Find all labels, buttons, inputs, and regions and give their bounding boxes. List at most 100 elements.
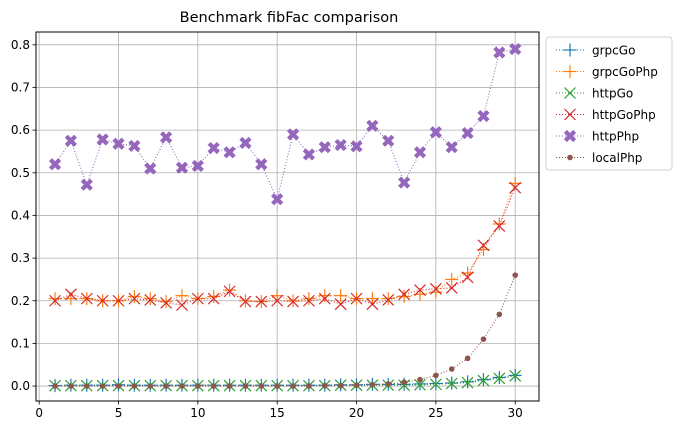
marker-stroke	[160, 131, 173, 144]
data-point	[207, 141, 220, 155]
x-tick-label: 25	[428, 406, 443, 420]
legend-label: localPhp	[592, 151, 642, 165]
y-tick-label: 0.3	[11, 251, 30, 265]
marker-stroke	[429, 282, 442, 295]
series-httpGoPhp	[49, 181, 522, 311]
data-point	[49, 294, 61, 307]
legend-label: httpGoPhp	[592, 108, 656, 122]
marker-dot	[321, 382, 328, 389]
marker-stroke	[382, 134, 395, 147]
data-point	[429, 126, 442, 139]
data-point	[334, 289, 348, 303]
marker-stroke	[239, 136, 252, 149]
series-httpPhp	[48, 42, 522, 206]
y-tick-label: 0.4	[11, 208, 30, 222]
marker-dot	[179, 383, 185, 389]
data-point	[448, 366, 455, 372]
data-point	[242, 383, 249, 389]
series-layer	[48, 42, 522, 393]
marker-stroke	[271, 193, 284, 206]
data-point	[271, 193, 284, 206]
legend-marker	[564, 87, 576, 99]
legend-item-httpGoPhp: httpGoPhp	[556, 108, 656, 122]
legend-item-httpGo: httpGo	[556, 87, 633, 101]
marker-stroke	[128, 139, 141, 152]
marker-stroke	[366, 119, 379, 132]
legend-item-grpcGoPhp: grpcGoPhp	[556, 65, 658, 79]
marker-stroke	[493, 46, 506, 59]
legend-marker	[563, 129, 577, 143]
marker-stroke	[398, 379, 411, 392]
x-tick-label: 5	[115, 406, 123, 420]
data-point	[445, 272, 459, 286]
marker-stroke	[271, 294, 284, 307]
marker-stroke	[112, 294, 125, 307]
marker-stroke	[239, 295, 252, 308]
marker-stroke	[334, 138, 347, 152]
marker-stroke	[80, 292, 93, 305]
marker-stroke	[493, 220, 506, 233]
data-point	[477, 239, 490, 252]
y-tick-label: 0.5	[11, 166, 30, 180]
marker-dot	[290, 383, 296, 389]
data-point	[223, 146, 236, 159]
y-tick-label: 0.0	[11, 379, 30, 393]
marker-stroke	[563, 129, 577, 143]
marker-stroke	[461, 127, 474, 140]
marker-stroke	[398, 288, 411, 301]
data-point	[480, 336, 487, 342]
data-point	[381, 292, 395, 306]
data-point	[306, 383, 312, 389]
data-point	[318, 141, 331, 154]
legend-item-localPhp: localPhp	[556, 151, 642, 165]
marker-dot	[567, 154, 573, 161]
series-localPhp	[52, 272, 518, 389]
data-point	[398, 176, 411, 189]
data-point	[83, 383, 90, 389]
marker-stroke	[350, 140, 363, 153]
data-point	[509, 369, 522, 382]
data-point	[255, 295, 268, 308]
data-point	[461, 271, 474, 284]
series-line	[54, 187, 516, 306]
marker-stroke	[287, 295, 299, 308]
data-point	[302, 294, 315, 307]
data-point	[461, 376, 474, 389]
data-point	[414, 378, 426, 391]
data-point	[445, 141, 458, 154]
data-point	[274, 383, 280, 389]
data-point	[429, 285, 443, 299]
y-tick-label: 0.6	[11, 123, 30, 137]
data-point	[96, 133, 109, 146]
data-point	[226, 383, 233, 389]
data-point	[48, 158, 62, 171]
data-point	[131, 383, 138, 389]
y-tick-label: 0.7	[11, 80, 30, 94]
marker-stroke	[413, 146, 427, 159]
data-point	[413, 146, 427, 159]
data-point	[417, 376, 423, 383]
marker-stroke	[160, 296, 173, 309]
data-point	[302, 292, 316, 306]
data-point	[195, 383, 201, 389]
marker-dot	[512, 272, 518, 278]
data-point	[493, 46, 506, 59]
data-point	[175, 161, 189, 174]
data-point	[366, 298, 379, 311]
x-tick-label: 15	[270, 406, 285, 420]
marker-dot	[115, 383, 122, 389]
data-point	[80, 292, 93, 305]
legend-item-grpcGo: grpcGo	[556, 43, 635, 58]
marker-dot	[480, 336, 487, 342]
y-tick-label: 0.1	[11, 336, 30, 350]
marker-stroke	[564, 87, 576, 99]
marker-dot	[226, 383, 233, 389]
data-point	[334, 298, 347, 311]
data-point	[147, 383, 154, 389]
x-tick-label: 10	[190, 406, 205, 420]
data-point	[401, 379, 407, 386]
marker-stroke	[366, 298, 379, 311]
data-point	[160, 296, 173, 309]
legend-box	[545, 36, 673, 171]
